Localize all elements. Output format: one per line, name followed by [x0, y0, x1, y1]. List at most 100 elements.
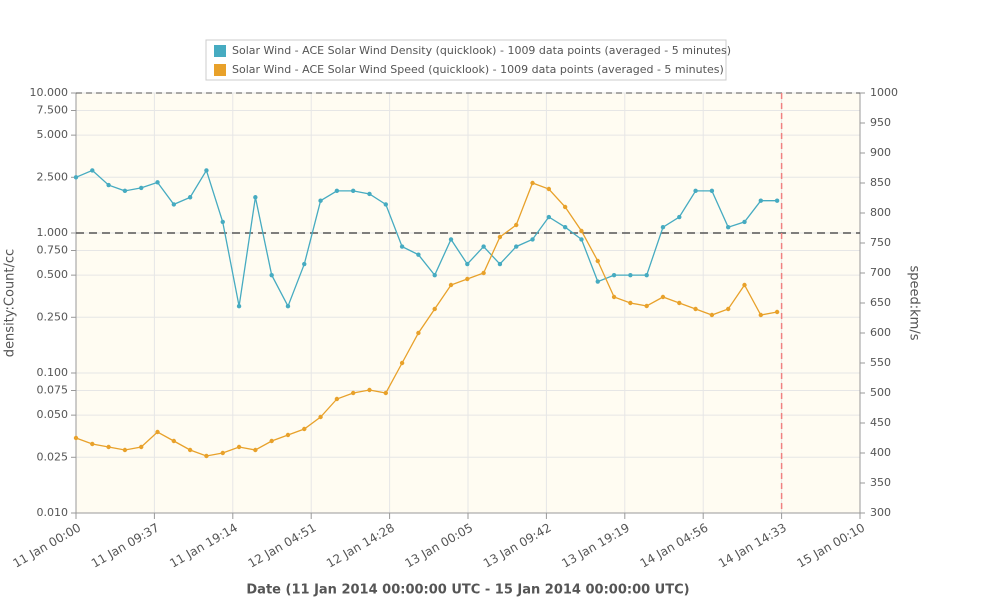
data-point [350, 188, 356, 194]
legend-label: Solar Wind - ACE Solar Wind Density (qui… [232, 44, 731, 57]
data-point [644, 303, 649, 309]
y-tick-label: 0.010 [37, 506, 69, 519]
y-tick-label: 10.000 [30, 86, 69, 99]
data-point [514, 222, 519, 228]
data-point [90, 168, 95, 173]
data-point [204, 453, 209, 459]
data-point [660, 225, 666, 230]
data-point [660, 294, 666, 300]
data-point [334, 396, 340, 402]
data-point [595, 279, 600, 284]
data-point [774, 198, 780, 203]
data-point [465, 276, 470, 282]
data-point [726, 306, 731, 312]
y2-tick-label: 350 [870, 476, 891, 489]
x-tick-label: 13 Jan 09:42 [481, 521, 554, 571]
data-point [465, 261, 470, 267]
data-point [236, 304, 242, 309]
data-point [285, 304, 291, 309]
data-point [758, 312, 764, 318]
legend: Solar Wind - ACE Solar Wind Density (qui… [205, 39, 731, 81]
data-point [171, 202, 177, 207]
y2-tick-label: 900 [870, 146, 891, 159]
y-tick-label: 0.075 [37, 383, 69, 396]
y-tick-label: 0.750 [37, 243, 69, 256]
data-point [269, 272, 274, 278]
data-point [758, 198, 764, 203]
data-point [562, 225, 568, 230]
x-tick-label: 12 Jan 04:51 [246, 521, 319, 571]
data-point [709, 312, 715, 318]
data-point [73, 175, 79, 180]
legend-swatch [214, 45, 226, 57]
data-point [579, 228, 584, 234]
data-point [187, 447, 193, 453]
y2-tick-label: 700 [870, 266, 891, 279]
data-point [448, 237, 454, 242]
y2-tick-label: 950 [870, 116, 891, 129]
data-point [644, 272, 649, 278]
y2-axis-title: speed:km/s [907, 266, 922, 341]
data-point [546, 186, 552, 192]
data-point [106, 182, 111, 188]
data-point [73, 435, 79, 441]
y-tick-label: 0.500 [37, 268, 69, 281]
data-point [106, 444, 111, 450]
data-point [318, 198, 323, 203]
data-point [481, 244, 486, 249]
data-point [399, 244, 405, 249]
data-point [155, 429, 160, 435]
data-point [139, 185, 144, 191]
y2-tick-label: 750 [870, 236, 891, 249]
data-point [693, 188, 698, 194]
data-point [530, 237, 535, 242]
data-point [383, 202, 388, 207]
data-point [269, 438, 274, 444]
data-point [139, 444, 144, 450]
data-point [726, 225, 731, 230]
data-point [628, 272, 633, 278]
legend-box [205, 39, 727, 81]
data-point [514, 244, 519, 249]
data-point [742, 282, 747, 288]
y2-tick-label: 400 [870, 446, 891, 459]
data-point [416, 330, 421, 336]
y-axis-title: density:Count/cc [3, 249, 18, 357]
data-point [595, 258, 600, 264]
y2-tick-label: 800 [870, 206, 891, 219]
data-point [579, 237, 584, 242]
data-point [399, 360, 405, 366]
x-tick-label: 11 Jan 09:37 [89, 521, 162, 571]
y-tick-label: 5.000 [37, 128, 69, 141]
data-point [497, 261, 503, 267]
y2-tick-label: 450 [870, 416, 891, 429]
x-tick-label: 11 Jan 00:00 [10, 521, 83, 571]
data-point [236, 444, 242, 450]
y2-tick-label: 600 [870, 326, 891, 339]
y2-tick-label: 850 [870, 176, 891, 189]
y-tick-label: 1.000 [37, 226, 69, 239]
y2-tick-label: 550 [870, 356, 891, 369]
data-point [774, 309, 780, 315]
data-point [367, 387, 372, 393]
y-tick-label: 0.025 [37, 450, 69, 463]
legend-label: Solar Wind - ACE Solar Wind Speed (quick… [232, 63, 724, 76]
data-point [432, 306, 437, 312]
legend-swatch [214, 64, 226, 76]
data-point [546, 214, 552, 220]
y2-tick-label: 300 [870, 506, 891, 519]
data-point [530, 180, 535, 186]
data-point [220, 219, 225, 225]
data-point [481, 270, 486, 276]
data-point [187, 195, 193, 200]
y2-tick-label: 1000 [870, 86, 898, 99]
data-point [122, 188, 128, 194]
data-point [677, 300, 682, 306]
data-point [285, 432, 291, 438]
data-point [693, 306, 698, 312]
series-line [75, 168, 778, 308]
data-point [677, 214, 682, 220]
data-point [562, 204, 568, 210]
data-point [416, 252, 421, 257]
